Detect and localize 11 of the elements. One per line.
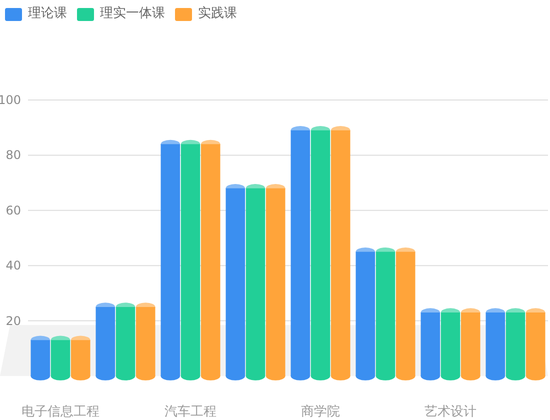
x-tick-label: 艺术设计 [424,404,476,420]
y-tick-label: 60 [6,203,21,218]
x-tick-label: 电子信息工程 [22,404,100,420]
y-tick-label: 40 [6,258,21,273]
legend-label: 实践课 [198,5,237,23]
legend-label: 理论课 [28,5,67,23]
legend-label: 理实一体课 [100,5,165,23]
y-tick-label: 20 [6,314,21,328]
x-tick-label: 汽车工程 [164,404,216,420]
x-tick-label: 商学院 [301,404,340,420]
y-tick-label: 80 [6,148,21,162]
